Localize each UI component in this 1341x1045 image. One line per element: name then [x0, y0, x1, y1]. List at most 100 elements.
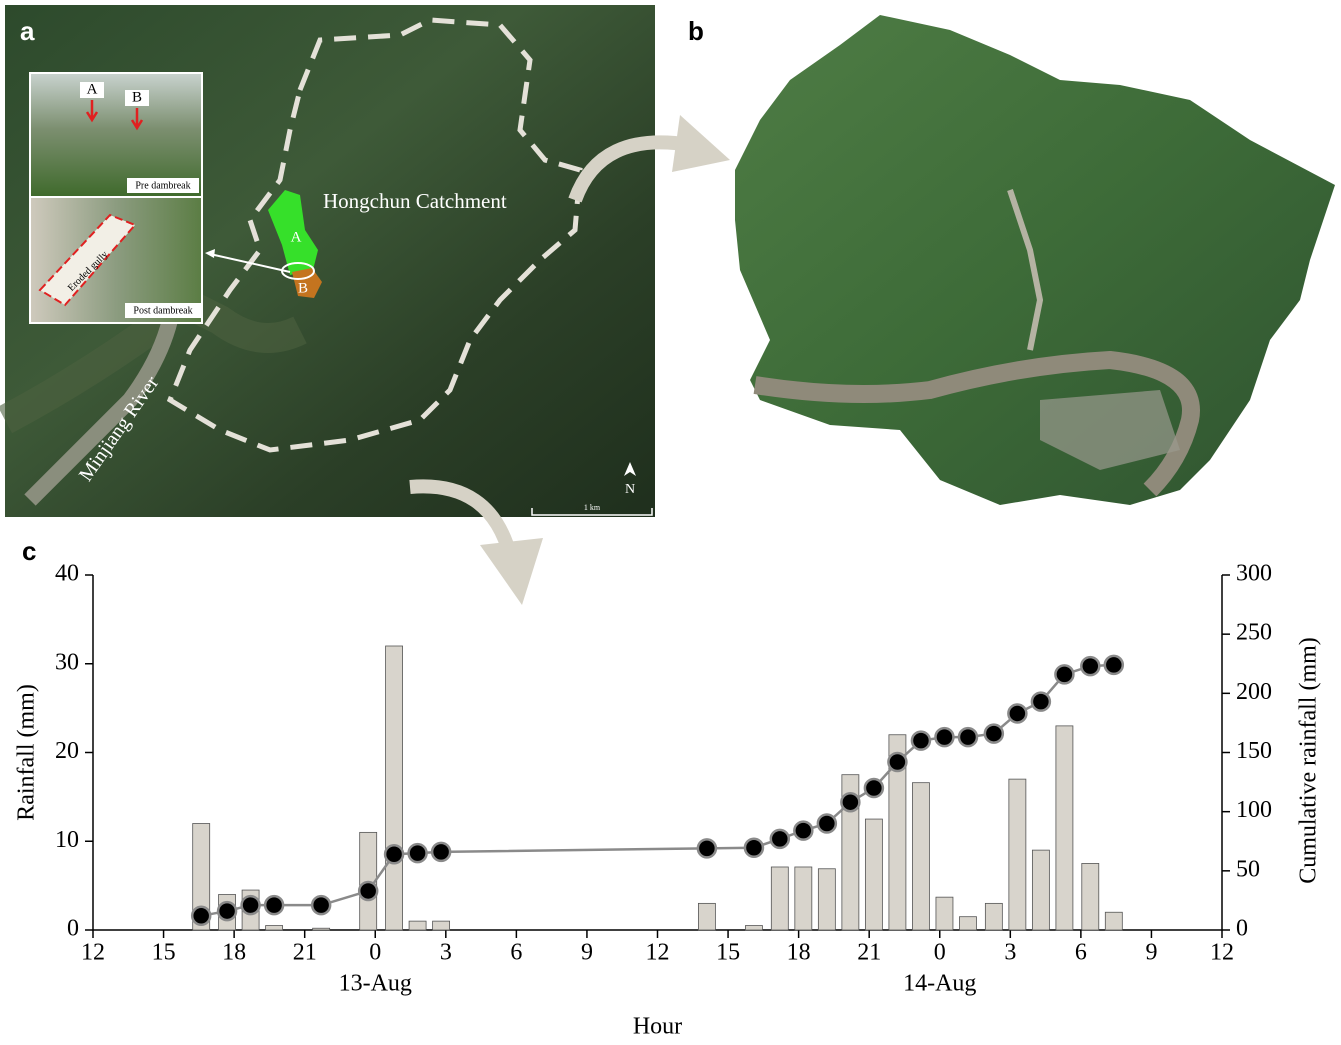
zone-label: A — [291, 229, 302, 245]
cumulative-point — [385, 845, 403, 863]
photo-caption: Post dambreak — [133, 305, 192, 316]
panel-label: c — [22, 536, 36, 566]
y-tick-label: 40 — [55, 561, 79, 587]
cumulative-point — [242, 896, 260, 914]
cumulative-point — [312, 896, 330, 914]
y2-tick-label: 200 — [1236, 679, 1272, 705]
x-tick-label: 12 — [81, 940, 105, 966]
scale-label: 1 km — [584, 503, 601, 512]
x-tick-label: 12 — [646, 940, 670, 966]
cumulative-point — [1105, 656, 1123, 674]
cumulative-point — [959, 728, 977, 746]
cumulative-point — [771, 830, 789, 848]
x-tick-label: 0 — [369, 940, 381, 966]
x-tick-label: 3 — [440, 940, 452, 966]
y-axis-title: Rainfall (mm) — [14, 684, 40, 821]
cumulative-point — [935, 728, 953, 746]
photo-caption: Pre dambreak — [135, 180, 190, 191]
cumulative-point — [698, 839, 716, 857]
date-label: 13-Aug — [339, 971, 412, 997]
cumulative-point — [409, 844, 427, 862]
y2-axis-title: Cumulative rainfall (mm) — [1296, 637, 1322, 884]
y-tick-label: 30 — [55, 649, 79, 675]
y2-tick-label: 150 — [1236, 738, 1272, 764]
x-tick-label: 9 — [581, 940, 593, 966]
bar — [959, 917, 976, 930]
y2-tick-label: 0 — [1236, 916, 1248, 942]
cumulative-point — [912, 732, 930, 750]
bar — [745, 926, 762, 930]
bar — [1056, 726, 1073, 930]
cumulative-point — [265, 896, 283, 914]
cumulative-point — [192, 907, 210, 925]
bar — [433, 921, 450, 930]
cumulative-point — [888, 753, 906, 771]
arrow-head — [480, 538, 543, 605]
cumulative-point — [1008, 704, 1026, 722]
panel-label: a — [20, 16, 35, 46]
arrow-head — [672, 115, 730, 172]
cumulative-point — [794, 822, 812, 840]
y2-tick-label: 50 — [1236, 856, 1260, 882]
bar — [795, 867, 812, 930]
bar — [266, 926, 283, 930]
y-tick-label: 10 — [55, 827, 79, 853]
bar — [1009, 779, 1026, 930]
x-tick-label: 0 — [934, 940, 946, 966]
y2-tick-label: 100 — [1236, 797, 1272, 823]
cumulative-point — [818, 815, 836, 833]
bar — [936, 897, 953, 930]
cumulative-line — [201, 665, 1114, 916]
cumulative-point — [1032, 693, 1050, 711]
bar — [818, 869, 835, 930]
bar — [771, 867, 788, 930]
bar — [1032, 850, 1049, 930]
cumulative-point — [865, 779, 883, 797]
y-tick-label: 0 — [67, 916, 79, 942]
x-tick-label: 6 — [510, 940, 522, 966]
bar — [1082, 863, 1099, 930]
bar — [313, 928, 330, 930]
zone-label: B — [298, 280, 308, 296]
bar — [1105, 912, 1122, 930]
date-label: 14-Aug — [903, 971, 976, 997]
panel-b: b — [688, 15, 1335, 505]
marker-label: B — [132, 89, 142, 105]
bar — [865, 819, 882, 930]
x-tick-label: 15 — [716, 940, 740, 966]
cumulative-point — [432, 843, 450, 861]
cumulative-point — [1081, 657, 1099, 675]
cumulative-point — [359, 882, 377, 900]
bar — [985, 903, 1002, 930]
x-tick-label: 6 — [1075, 940, 1087, 966]
y-tick-label: 20 — [55, 738, 79, 764]
figure: A B Hongchun Catchment Minjiang River A … — [0, 0, 1341, 1040]
cumulative-point — [841, 793, 859, 811]
x-tick-label: 18 — [787, 940, 811, 966]
y2-tick-label: 300 — [1236, 561, 1272, 587]
x-tick-label: 12 — [1210, 940, 1234, 966]
bar — [698, 903, 715, 930]
cumulative-point — [1055, 665, 1073, 683]
cumulative-point — [745, 839, 763, 857]
marker-label: A — [87, 81, 98, 97]
cumulative-point — [985, 725, 1003, 743]
bar — [386, 646, 403, 930]
panel-label: b — [688, 16, 704, 46]
x-tick-label: 3 — [1004, 940, 1016, 966]
north-label: N — [625, 482, 635, 497]
x-tick-label: 18 — [222, 940, 246, 966]
cumulative-point — [218, 902, 236, 920]
x-tick-label: 9 — [1145, 940, 1157, 966]
y2-tick-label: 250 — [1236, 620, 1272, 646]
bar — [912, 783, 929, 930]
catchment-label: Hongchun Catchment — [323, 189, 507, 213]
x-tick-label: 15 — [152, 940, 176, 966]
panel-a: A B Hongchun Catchment Minjiang River A … — [5, 5, 655, 517]
x-tick-label: 21 — [857, 940, 881, 966]
x-axis-title: Hour — [633, 1014, 682, 1040]
x-tick-label: 21 — [293, 940, 317, 966]
bar — [409, 921, 426, 930]
axis-frame — [93, 575, 1222, 930]
